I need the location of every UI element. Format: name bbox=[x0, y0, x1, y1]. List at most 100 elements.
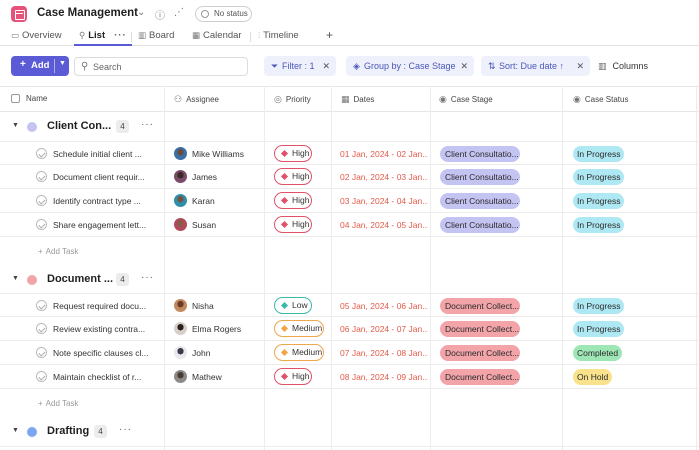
tab-board[interactable]: ▥ Board bbox=[138, 30, 174, 41]
table-row[interactable]: Review existing contra... Elma Rogers Me… bbox=[0, 317, 699, 341]
table-row[interactable]: Share engagement lett... Susan High 04 J… bbox=[0, 213, 699, 237]
group-header[interactable]: ▼ Drafting 4 ··· bbox=[0, 418, 699, 446]
task-name[interactable]: Document client requir... bbox=[53, 172, 145, 182]
task-dates[interactable]: 08 Jan, 2024 - 09 Jan... bbox=[340, 372, 428, 382]
complete-check-icon[interactable] bbox=[36, 219, 47, 230]
caret-down-icon[interactable]: ▼ bbox=[12, 427, 19, 434]
status-badge[interactable]: In Progress bbox=[573, 146, 625, 162]
complete-check-icon[interactable] bbox=[36, 171, 47, 182]
complete-check-icon[interactable] bbox=[36, 300, 47, 311]
task-name[interactable]: Request required docu... bbox=[53, 301, 147, 311]
table-row[interactable]: Note specific clauses cl... John Medium … bbox=[0, 341, 699, 365]
priority-badge[interactable]: High bbox=[274, 368, 312, 385]
task-name[interactable]: Share engagement lett... bbox=[53, 220, 147, 230]
table-row[interactable] bbox=[0, 446, 699, 450]
group-by-chip[interactable]: ◈ Group by : Case Stage ✕ bbox=[346, 56, 474, 76]
stage-badge[interactable]: Client Consultatio... bbox=[440, 169, 520, 185]
priority-badge[interactable]: High bbox=[274, 216, 312, 233]
add-task-button[interactable]: + Add Task bbox=[38, 399, 78, 408]
share-icon[interactable]: ⋰ bbox=[174, 7, 184, 18]
status-badge[interactable]: On Hold bbox=[573, 369, 613, 385]
priority-badge[interactable]: Low bbox=[274, 297, 312, 314]
group-header[interactable]: ▼ Client Con... 4 ··· bbox=[0, 113, 699, 141]
task-dates[interactable]: 07 Jan, 2024 - 08 Jan... bbox=[340, 348, 428, 358]
stage-badge[interactable]: Document Collect... bbox=[440, 321, 520, 337]
table-row[interactable]: Identify contract type ... Karan High 03… bbox=[0, 189, 699, 213]
task-name[interactable]: Note specific clauses cl... bbox=[53, 348, 149, 358]
add-task-button[interactable]: + Add Task bbox=[38, 247, 78, 256]
more-options-icon[interactable]: ··· bbox=[141, 272, 154, 283]
stage-badge[interactable]: Client Consultatio... bbox=[440, 217, 520, 233]
status-badge[interactable]: In Progress bbox=[573, 321, 625, 337]
chevron-down-icon[interactable]: ⌄ bbox=[137, 7, 146, 18]
stage-badge[interactable]: Document Collect... bbox=[440, 298, 520, 314]
complete-check-icon[interactable] bbox=[36, 323, 47, 334]
task-name[interactable]: Identify contract type ... bbox=[53, 196, 141, 206]
tab-overview[interactable]: ▭ Overview bbox=[11, 30, 62, 41]
priority-label: High bbox=[292, 195, 310, 205]
close-icon[interactable]: ✕ bbox=[460, 61, 468, 71]
stage-badge[interactable]: Client Consultatio... bbox=[440, 146, 520, 162]
complete-check-icon[interactable] bbox=[36, 347, 47, 358]
status-badge[interactable]: In Progress bbox=[573, 193, 625, 209]
priority-badge[interactable]: High bbox=[274, 192, 312, 209]
priority-badge[interactable]: High bbox=[274, 168, 312, 185]
task-name[interactable]: Maintain checklist of r... bbox=[53, 372, 142, 382]
group-header[interactable]: ▼ Document ... 4 ··· bbox=[0, 266, 699, 294]
column-header-dates[interactable]: ▦ Dates bbox=[341, 87, 374, 111]
add-view-button[interactable]: + bbox=[326, 28, 334, 42]
column-header-case-stage[interactable]: ◉ Case Stage bbox=[439, 87, 493, 111]
column-header-assignee[interactable]: ⚇ Assignee bbox=[174, 87, 219, 111]
complete-check-icon[interactable] bbox=[36, 371, 47, 382]
caret-down-icon[interactable]: ▼ bbox=[12, 275, 19, 282]
avatar bbox=[174, 322, 187, 335]
columns-button[interactable]: ▥ Columns bbox=[598, 56, 648, 76]
column-header-name[interactable]: Name bbox=[26, 87, 47, 111]
close-icon[interactable]: ✕ bbox=[576, 61, 584, 71]
table-row[interactable]: Document client requir... James High 02 … bbox=[0, 165, 699, 189]
complete-check-icon[interactable] bbox=[36, 195, 47, 206]
priority-badge[interactable]: High bbox=[274, 145, 312, 162]
more-options-icon[interactable]: ··· bbox=[114, 30, 127, 41]
table-row[interactable]: Maintain checklist of r... Mathew High 0… bbox=[0, 365, 699, 389]
more-options-icon[interactable]: ··· bbox=[141, 119, 154, 130]
complete-check-icon[interactable] bbox=[36, 148, 47, 159]
priority-badge[interactable]: Medium bbox=[274, 344, 324, 361]
calendar-icon: ▦ bbox=[341, 94, 350, 104]
filter-icon: ⏷ bbox=[271, 61, 279, 71]
task-dates[interactable]: 05 Jan, 2024 - 06 Jan... bbox=[340, 301, 428, 311]
status-badge[interactable]: In Progress bbox=[573, 217, 625, 233]
task-dates[interactable]: 01 Jan, 2024 - 02 Jan... bbox=[340, 149, 428, 159]
select-all-checkbox[interactable] bbox=[11, 94, 20, 103]
column-header-case-status[interactable]: ◉ Case Status bbox=[573, 87, 628, 111]
caret-down-icon[interactable]: ▼ bbox=[12, 122, 19, 129]
status-badge[interactable]: In Progress bbox=[573, 298, 625, 314]
status-badge[interactable]: Completed bbox=[573, 345, 623, 361]
task-dates[interactable]: 06 Jan, 2024 - 07 Jan... bbox=[340, 324, 428, 334]
task-name[interactable]: Schedule initial client ... bbox=[53, 149, 142, 159]
table-row[interactable]: Schedule initial client ... Mike William… bbox=[0, 141, 699, 165]
search-input[interactable] bbox=[93, 60, 243, 73]
tab-timeline[interactable]: ⫶ Timeline bbox=[258, 30, 299, 41]
info-icon[interactable]: ⓘ bbox=[155, 11, 165, 22]
filter-chip[interactable]: ⏷ Filter : 1 ✕ bbox=[264, 56, 336, 76]
status-badge[interactable]: No status bbox=[195, 6, 252, 22]
column-header-priority[interactable]: ◎ Priority bbox=[274, 87, 311, 111]
status-badge[interactable]: In Progress bbox=[573, 169, 625, 185]
task-dates[interactable]: 02 Jan, 2024 - 03 Jan... bbox=[340, 172, 428, 182]
table-row[interactable]: Request required docu... Nisha Low 05 Ja… bbox=[0, 293, 699, 317]
task-dates[interactable]: 03 Jan, 2024 - 04 Jan... bbox=[340, 196, 428, 206]
task-name[interactable]: Review existing contra... bbox=[53, 324, 146, 334]
stage-badge[interactable]: Document Collect... bbox=[440, 345, 520, 361]
sort-chip[interactable]: ⇅ Sort: Due date ↑ ✕ bbox=[481, 56, 590, 76]
tab-list[interactable]: ⚲ List ··· bbox=[79, 30, 127, 41]
more-options-icon[interactable]: ··· bbox=[119, 424, 132, 435]
task-dates[interactable]: 04 Jan, 2024 - 05 Jan... bbox=[340, 220, 428, 230]
tab-calendar[interactable]: ▦ Calendar bbox=[192, 30, 242, 41]
add-button[interactable]: + Add ▼ bbox=[11, 56, 69, 76]
priority-badge[interactable]: Medium bbox=[274, 320, 324, 337]
caret-down-icon[interactable]: ▼ bbox=[59, 60, 66, 67]
close-icon[interactable]: ✕ bbox=[322, 61, 330, 71]
stage-badge[interactable]: Document Collect... bbox=[440, 369, 520, 385]
stage-badge[interactable]: Client Consultatio... bbox=[440, 193, 520, 209]
